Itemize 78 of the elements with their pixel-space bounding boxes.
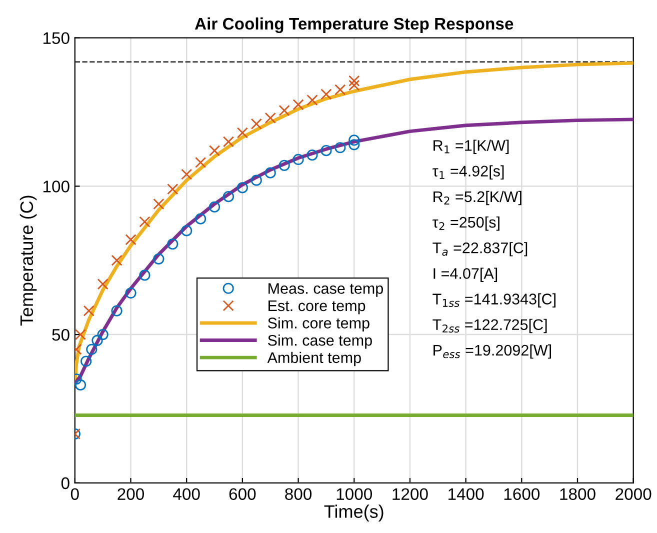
point bbox=[111, 305, 122, 316]
point bbox=[167, 238, 178, 250]
point bbox=[348, 75, 360, 86]
x-tick-label: 600 bbox=[229, 488, 256, 500]
point bbox=[208, 201, 220, 213]
point bbox=[194, 213, 206, 224]
point bbox=[86, 344, 98, 355]
point bbox=[320, 88, 332, 100]
x-tick-label: 2000 bbox=[616, 488, 652, 500]
point bbox=[167, 184, 178, 195]
point bbox=[92, 334, 103, 346]
point bbox=[292, 99, 304, 110]
x-tick-label: 400 bbox=[173, 488, 200, 500]
point bbox=[236, 182, 248, 194]
point bbox=[181, 225, 192, 236]
annotation: P$_{ess}$ =19.2092[W] bbox=[434, 344, 551, 359]
annotation: T$_{1ss}$ =141.9343[C] bbox=[432, 293, 556, 308]
point bbox=[250, 118, 262, 130]
point bbox=[236, 127, 248, 138]
legend-label: Sim. case temp bbox=[268, 334, 372, 349]
y-tick-label: 50 bbox=[52, 328, 70, 341]
point bbox=[278, 160, 290, 171]
point bbox=[292, 154, 304, 166]
annotation: R$_{2}$ =5.2[K/W] bbox=[434, 190, 522, 206]
annotation: τ$_{1}$ =4.92[s] bbox=[432, 165, 504, 180]
point bbox=[194, 156, 206, 168]
point bbox=[222, 191, 234, 202]
point bbox=[222, 136, 234, 148]
annotation: R$_{1}$ =1[K/W] bbox=[434, 140, 509, 154]
point bbox=[125, 287, 136, 299]
annotation: I =4.07[A] bbox=[434, 268, 498, 282]
point bbox=[306, 149, 318, 161]
point bbox=[278, 104, 290, 116]
annotation: T$_{2ss}$ =122.725[C] bbox=[432, 318, 547, 334]
chart-title: Air Cooling Temperature Step Response bbox=[194, 17, 514, 34]
x-tick-label: 1400 bbox=[448, 488, 484, 500]
y-tick-label: 150 bbox=[44, 32, 70, 44]
point bbox=[334, 142, 346, 154]
point bbox=[139, 270, 150, 281]
legend-label: Meas. case temp bbox=[268, 283, 383, 297]
point bbox=[153, 198, 164, 210]
y-axis-title: Temperature (C) bbox=[20, 196, 37, 326]
point bbox=[348, 134, 360, 146]
point bbox=[264, 167, 276, 178]
x-tick-label: 1200 bbox=[392, 488, 428, 500]
x-tick-label: 1600 bbox=[504, 488, 540, 500]
y-tick-label: 100 bbox=[44, 180, 70, 192]
point bbox=[97, 328, 108, 340]
point bbox=[139, 216, 150, 228]
point bbox=[125, 234, 136, 246]
point bbox=[320, 145, 332, 156]
point bbox=[250, 174, 262, 186]
annotation: T$_{a}$ =22.837[C] bbox=[432, 242, 528, 256]
point bbox=[348, 80, 360, 91]
point bbox=[97, 278, 108, 290]
legend-label: Ambient temp bbox=[267, 352, 361, 366]
x-axis-title: Time(s) bbox=[324, 504, 384, 522]
point bbox=[80, 356, 92, 367]
legend-label: Sim. core temp bbox=[268, 317, 370, 332]
legend-label: Est. core temp bbox=[268, 300, 366, 314]
point bbox=[264, 112, 276, 124]
y-tick-label: 0 bbox=[61, 477, 70, 490]
point bbox=[74, 328, 86, 340]
point bbox=[111, 254, 122, 266]
annotation: τ$_{2}$ =250[s] bbox=[432, 216, 500, 231]
point bbox=[83, 305, 94, 316]
point bbox=[334, 84, 346, 96]
point bbox=[306, 94, 318, 106]
x-tick-label: 1000 bbox=[336, 488, 372, 500]
x-tick-label: 200 bbox=[118, 488, 144, 500]
point bbox=[153, 253, 164, 264]
x-tick-label: 800 bbox=[285, 488, 312, 500]
point bbox=[208, 145, 220, 156]
x-tick-label: 0 bbox=[70, 488, 79, 500]
x-tick-label: 1800 bbox=[560, 488, 596, 500]
point bbox=[74, 379, 86, 391]
point bbox=[348, 139, 360, 150]
point bbox=[181, 168, 192, 180]
